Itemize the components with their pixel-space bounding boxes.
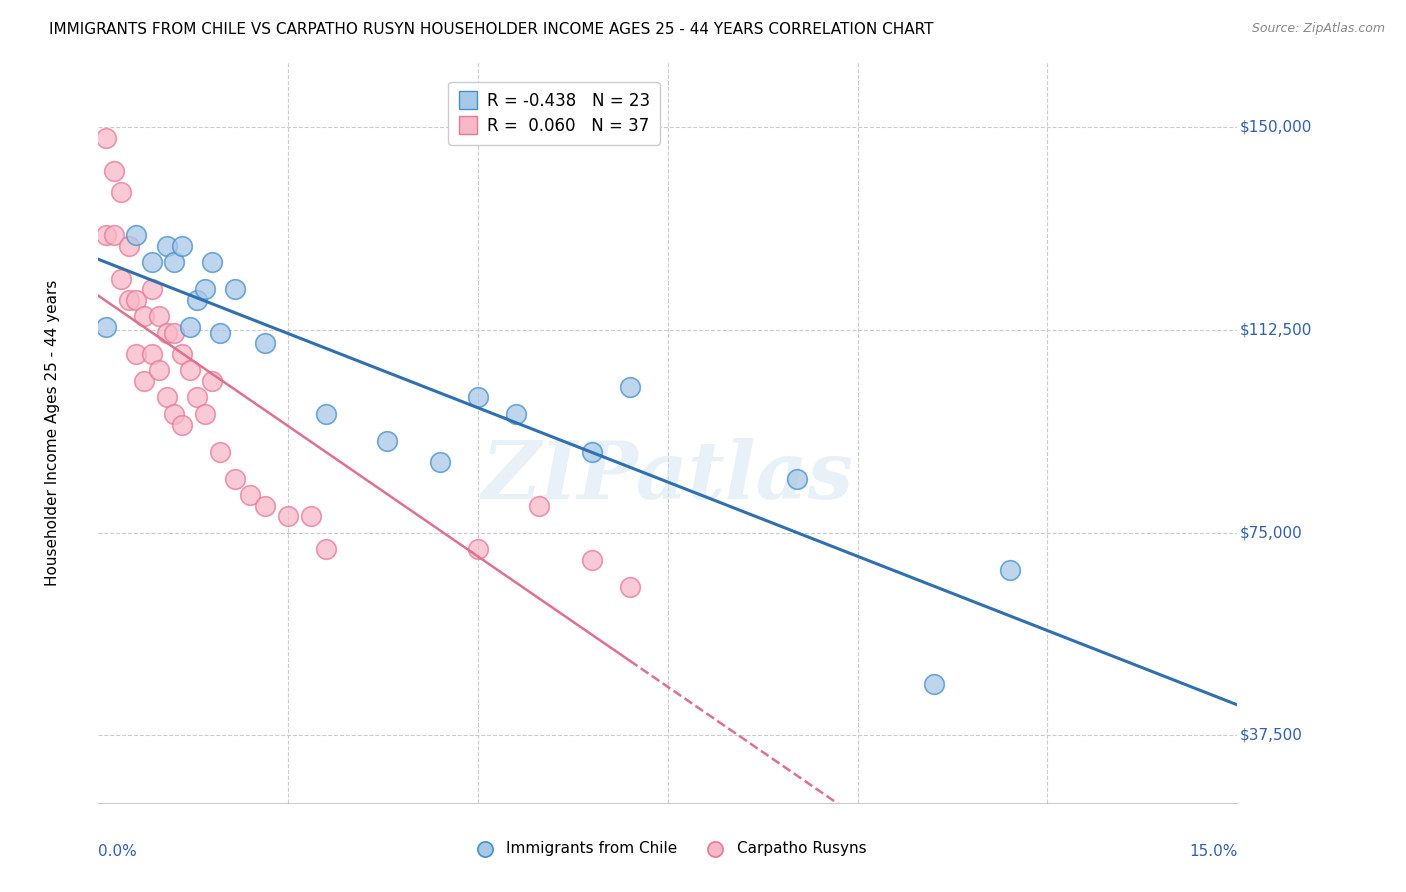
Point [103,163,125,178]
Point [581,552,603,566]
Text: Source: ZipAtlas.com: Source: ZipAtlas.com [1251,22,1385,36]
Point [110,185,132,199]
Point [254,336,277,351]
Text: 15.0%: 15.0% [1189,844,1237,858]
Point [429,455,451,469]
Point [156,391,179,405]
Point [148,363,170,377]
Point [375,434,398,448]
Point [254,499,277,513]
Text: $150,000: $150,000 [1240,120,1312,135]
Point [186,391,208,405]
Text: IMMIGRANTS FROM CHILE VS CARPATHO RUSYN HOUSEHOLDER INCOME AGES 25 - 44 YEARS CO: IMMIGRANTS FROM CHILE VS CARPATHO RUSYN … [49,22,934,37]
Point [179,320,201,334]
Point [94,320,117,334]
Text: ZIPatlas: ZIPatlas [482,438,853,516]
Legend: Immigrants from Chile, Carpatho Rusyns: Immigrants from Chile, Carpatho Rusyns [463,835,873,862]
Point [179,363,201,377]
Point [125,293,148,308]
Text: $112,500: $112,500 [1240,322,1312,337]
Point [998,563,1021,577]
Point [163,255,186,269]
Point [467,391,489,405]
Point [619,580,641,594]
Point [224,471,246,485]
Point [94,228,117,243]
Point [208,326,231,340]
Point [94,131,117,145]
Point [786,471,808,485]
Point [156,326,179,340]
Point [505,407,527,421]
Point [118,239,141,253]
Point [186,293,208,308]
Point [277,509,299,524]
Point [132,374,155,388]
Point [170,347,193,361]
Point [170,239,193,253]
Text: $75,000: $75,000 [1240,525,1302,540]
Point [125,228,148,243]
Point [581,444,603,458]
Point [201,255,224,269]
Point [299,509,322,524]
Point [619,380,641,394]
Text: Householder Income Ages 25 - 44 years: Householder Income Ages 25 - 44 years [45,279,60,586]
Text: 0.0%: 0.0% [98,844,138,858]
Point [239,488,262,502]
Point [201,374,224,388]
Point [170,417,193,432]
Point [163,407,186,421]
Point [527,499,550,513]
Point [315,407,337,421]
Point [132,310,155,324]
Point [224,282,246,296]
Point [141,282,163,296]
Point [467,541,489,556]
Point [148,310,170,324]
Point [110,271,132,285]
Point [194,282,217,296]
Point [208,444,231,458]
Point [141,347,163,361]
Point [315,541,337,556]
Point [194,407,217,421]
Point [125,347,148,361]
Point [163,326,186,340]
Point [103,228,125,243]
Point [118,293,141,308]
Point [141,255,163,269]
Text: $37,500: $37,500 [1240,728,1302,743]
Point [156,239,179,253]
Point [922,677,945,691]
